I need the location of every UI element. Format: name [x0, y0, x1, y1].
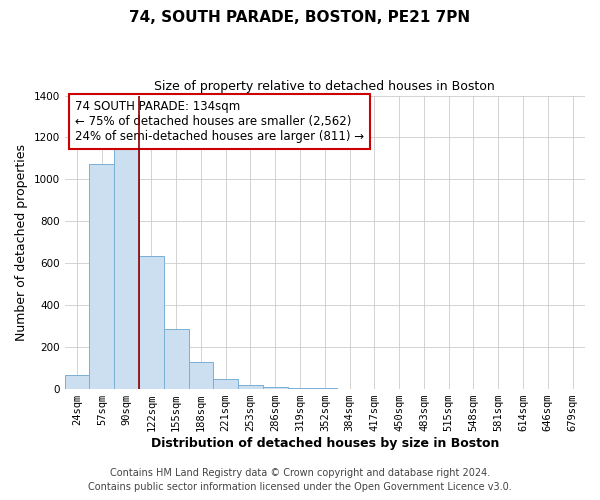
X-axis label: Distribution of detached houses by size in Boston: Distribution of detached houses by size … [151, 437, 499, 450]
Y-axis label: Number of detached properties: Number of detached properties [15, 144, 28, 341]
Bar [164, 330, 188, 389]
Text: 74, SOUTH PARADE, BOSTON, PE21 7PN: 74, SOUTH PARADE, BOSTON, PE21 7PN [130, 10, 470, 25]
Bar [263, 388, 287, 389]
Bar [89, 164, 114, 389]
Bar [238, 386, 263, 389]
Bar [65, 376, 89, 389]
Bar [139, 256, 164, 389]
Text: 74 SOUTH PARADE: 134sqm
← 75% of detached houses are smaller (2,562)
24% of semi: 74 SOUTH PARADE: 134sqm ← 75% of detache… [75, 100, 364, 143]
Title: Size of property relative to detached houses in Boston: Size of property relative to detached ho… [154, 80, 495, 93]
Bar [313, 388, 337, 389]
Bar [214, 379, 238, 389]
Bar [114, 147, 139, 389]
Text: Contains HM Land Registry data © Crown copyright and database right 2024.
Contai: Contains HM Land Registry data © Crown c… [88, 468, 512, 492]
Bar [188, 362, 214, 389]
Bar [287, 388, 313, 389]
